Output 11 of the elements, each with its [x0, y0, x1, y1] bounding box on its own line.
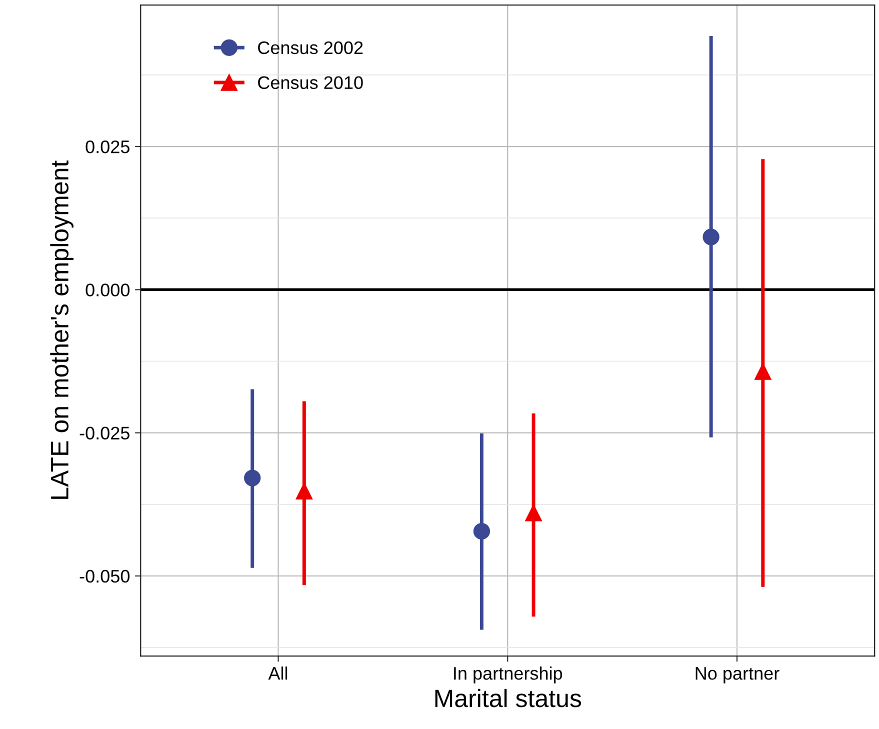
y-tick-label: 0.000 — [86, 284, 130, 296]
x-tick-label: In partnership — [454, 666, 562, 684]
y-axis-title: LATE on mother's employment — [50, 160, 74, 499]
y-tick-label: -0.050 — [80, 570, 130, 583]
legend-label: Census 2010 — [258, 76, 363, 90]
x-tick-label: All — [268, 666, 288, 680]
y-tick-label: -0.025 — [80, 426, 130, 440]
legend-label: Census 2002 — [258, 41, 363, 54]
x-axis-title: Marital status — [435, 688, 582, 708]
y-tick-label: 0.025 — [86, 140, 130, 154]
x-tick-label: No partner — [696, 667, 780, 684]
